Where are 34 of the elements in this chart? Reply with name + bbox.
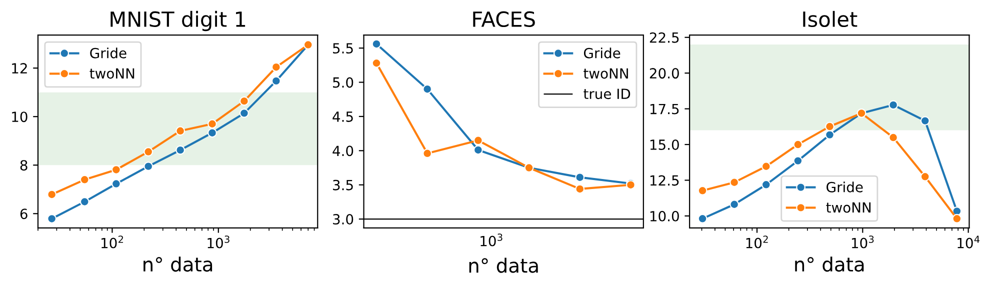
y-tick-label: 5.5 (333, 43, 353, 54)
legend-label: Gride (90, 48, 126, 58)
legend-label: twoNN (826, 202, 871, 213)
y-tick-label: 4.5 (332, 112, 353, 122)
x-tick-label: 10$^{2}$ (102, 236, 123, 248)
y-tick-label: 3.0 (333, 214, 354, 225)
legend-label: Gride (826, 182, 863, 192)
y-tick-label: 10 (12, 112, 28, 122)
y-tick-label: 22.5 (650, 32, 679, 43)
legend-label: twoNN (90, 68, 134, 79)
x-axis-title: n° data (144, 256, 212, 272)
x-tick-label: 10$^{4}$ (958, 236, 980, 248)
x-tick-label: 10$^{3}$ (852, 236, 874, 248)
y-tick-label: 4.0 (332, 146, 354, 156)
y-tick-label: 10.0 (650, 210, 679, 222)
legend-label: true ID (584, 88, 630, 100)
legend-label: Gride (584, 48, 620, 58)
y-tick-label: 3.5 (333, 180, 353, 190)
y-tick-label: 12 (12, 63, 27, 74)
y-tick-label: 17.5 (650, 104, 679, 114)
y-tick-label: 8 (20, 160, 28, 171)
y-tick-label: 15.0 (650, 139, 679, 150)
y-tick-label: 12.5 (650, 175, 679, 186)
chart-title: MNIST digit 1 (110, 10, 246, 32)
x-axis-title: n° data (795, 256, 864, 272)
y-tick-label: 5.0 (333, 77, 354, 88)
x-axis-title: n° data (469, 258, 538, 273)
x-tick-label: 10$^{3}$ (208, 236, 230, 248)
y-tick-label: 20.0 (650, 68, 679, 79)
chart-title: Isolet (803, 10, 858, 28)
x-tick-label: 10$^{2}$ (746, 236, 768, 248)
y-tick-label: 6 (20, 208, 28, 220)
chart-title: FACES (473, 11, 535, 28)
legend-label: twoNN (584, 68, 628, 79)
